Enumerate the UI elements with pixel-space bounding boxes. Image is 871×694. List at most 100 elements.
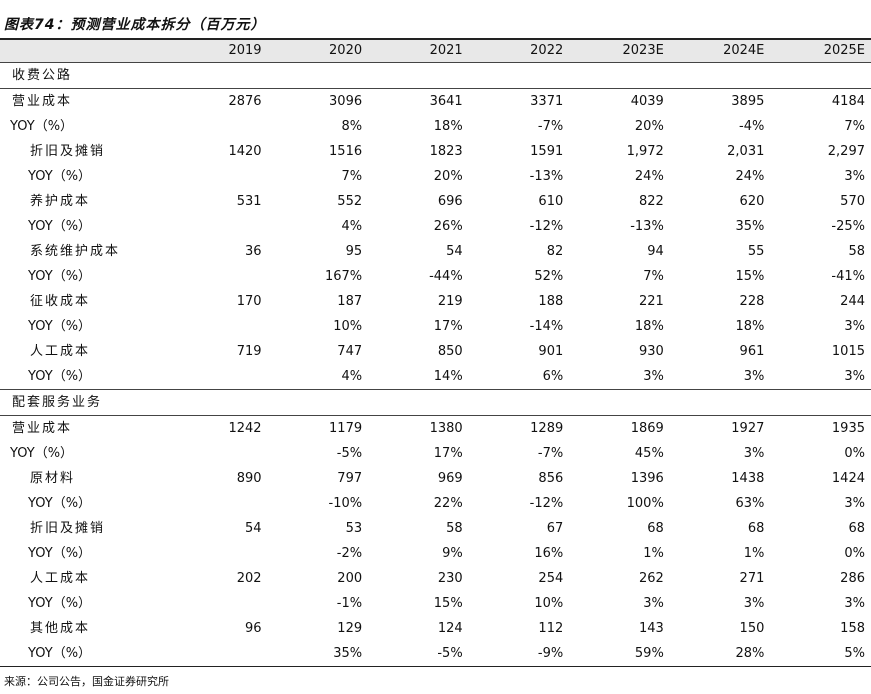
value-cell: 67 — [546, 521, 564, 536]
value-cell: 52% — [534, 269, 564, 284]
value-cell: 4039 — [630, 94, 664, 109]
yoy-row: YOY（%） -1% 15% 10% 3% 3% 3% — [0, 591, 871, 616]
table-row: 人工成本 719 747 850 901 930 961 1015 — [0, 339, 871, 364]
value-cell: 36 — [245, 244, 262, 259]
value-cell: 15% — [735, 269, 765, 284]
header-year: 2023E — [569, 40, 670, 63]
cost-breakdown-table: 2019 2020 2021 2022 2023E 2024E 2025E 收费… — [0, 40, 871, 667]
value-cell: 14% — [433, 369, 463, 384]
yoy-row: YOY（%） 35% -5% -9% 59% 28% 5% — [0, 641, 871, 667]
value-cell: -13% — [529, 169, 564, 184]
header-year: 2020 — [267, 40, 369, 63]
value-cell: 254 — [538, 571, 564, 586]
value-cell: 219 — [437, 294, 463, 309]
value-cell: 271 — [739, 571, 765, 586]
value-cell: 54 — [245, 521, 262, 536]
value-cell: 7% — [844, 119, 865, 134]
table-row: 人工成本 202 200 230 254 262 271 286 — [0, 566, 871, 591]
value-cell: 45% — [634, 446, 664, 461]
value-cell: 2,031 — [727, 144, 765, 159]
value-cell — [167, 591, 268, 616]
value-cell: 3% — [844, 369, 865, 384]
value-cell: 3% — [743, 596, 765, 611]
value-cell: 20% — [634, 119, 664, 134]
value-cell: 58 — [446, 521, 463, 536]
value-cell: 552 — [337, 194, 363, 209]
value-cell: 58 — [848, 244, 865, 259]
value-cell: 3096 — [329, 94, 363, 109]
value-cell: 221 — [638, 294, 664, 309]
header-year: 2022 — [468, 40, 570, 63]
value-cell: 35% — [267, 641, 369, 667]
page-title: 图表74：预测营业成本拆分（百万元） — [4, 17, 266, 33]
value-cell: 18% — [433, 119, 463, 134]
row-label: 人工成本 — [30, 344, 91, 359]
value-cell: -41% — [831, 269, 865, 284]
value-cell: 1% — [643, 546, 664, 561]
value-cell: 16% — [534, 546, 564, 561]
yoy-row: YOY（%） 4% 26% -12% -13% 35% -25% — [0, 214, 871, 239]
value-cell: 100% — [626, 496, 664, 511]
value-cell: 696 — [437, 194, 463, 209]
value-cell — [167, 364, 268, 390]
row-label: 原材料 — [30, 471, 76, 486]
value-cell: -44% — [429, 269, 463, 284]
value-cell: 167% — [324, 269, 363, 284]
value-cell: 1% — [743, 546, 765, 561]
value-cell: 850 — [437, 344, 463, 359]
value-cell: 7% — [643, 269, 664, 284]
row-label: YOY（%） — [10, 119, 74, 134]
value-cell: 1823 — [429, 144, 463, 159]
value-cell: 6% — [542, 369, 564, 384]
value-cell: 55 — [747, 244, 765, 259]
table-row: 养护成本 531 552 696 610 822 620 570 — [0, 189, 871, 214]
value-cell — [167, 264, 268, 289]
value-cell: 18% — [634, 319, 664, 334]
value-cell: 188 — [538, 294, 564, 309]
value-cell: 22% — [433, 496, 463, 511]
value-cell: -14% — [529, 319, 564, 334]
value-cell: 187 — [337, 294, 363, 309]
value-cell: 2,297 — [827, 144, 865, 159]
value-cell: 95 — [345, 244, 363, 259]
value-cell: -4% — [739, 119, 765, 134]
row-label: YOY（%） — [28, 596, 92, 611]
yoy-row: YOY（%） 10% 17% -14% 18% 18% 3% — [0, 314, 871, 339]
value-cell: 3895 — [731, 94, 765, 109]
value-cell: 262 — [638, 571, 664, 586]
value-cell: -7% — [537, 446, 564, 461]
value-cell: 24% — [735, 169, 765, 184]
value-cell: 1015 — [831, 344, 865, 359]
value-cell: 531 — [236, 194, 262, 209]
value-cell: -7% — [537, 119, 564, 134]
value-cell — [167, 641, 268, 667]
value-cell: 68 — [848, 521, 865, 536]
value-cell: 94 — [647, 244, 664, 259]
value-cell: 3% — [844, 319, 865, 334]
value-cell: 143 — [638, 621, 664, 636]
value-cell: 3% — [743, 369, 765, 384]
value-cell: 3% — [844, 596, 865, 611]
row-label: YOY（%） — [28, 369, 92, 384]
value-cell: 28% — [669, 641, 771, 667]
row-label: YOY（%） — [28, 169, 92, 184]
value-cell: 1869 — [630, 421, 664, 436]
value-cell: 244 — [840, 294, 865, 309]
row-label: 养护成本 — [30, 194, 91, 209]
value-cell: 2876 — [228, 94, 262, 109]
value-cell: 797 — [337, 471, 363, 486]
row-label: 其他成本 — [30, 621, 91, 636]
section-row: 配套服务业务 — [0, 389, 871, 416]
value-cell: 10% — [534, 596, 564, 611]
section-label: 配套服务业务 — [0, 389, 871, 416]
row-label: YOY（%） — [28, 319, 92, 334]
value-cell: 82 — [546, 244, 564, 259]
value-cell: 1591 — [530, 144, 564, 159]
value-cell — [167, 314, 268, 339]
value-cell — [167, 164, 268, 189]
value-cell: 68 — [747, 521, 765, 536]
value-cell — [167, 441, 268, 466]
row-label: 折旧及摊销 — [30, 144, 106, 159]
value-cell: 9% — [442, 546, 463, 561]
value-cell — [167, 541, 268, 566]
